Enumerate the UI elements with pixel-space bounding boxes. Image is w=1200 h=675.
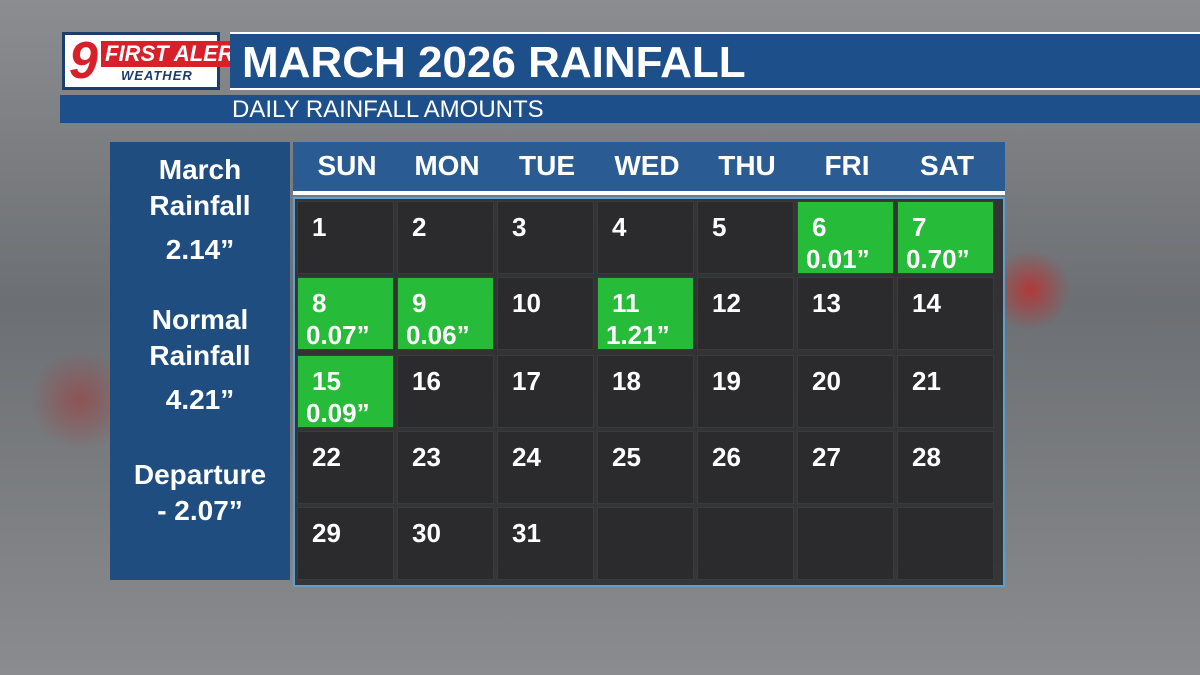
stat-label: Departure <box>133 459 267 490</box>
day-cell <box>597 507 694 580</box>
rain-day-cell: 7 0.70” <box>897 201 994 274</box>
day-cell: 1 <box>297 201 394 274</box>
stat-value: 4.21” <box>165 384 235 415</box>
day-number: 4 <box>612 212 627 242</box>
rain-amount: 0.06” <box>406 320 470 350</box>
rain-amount: 0.01” <box>806 244 870 274</box>
logo-number: 9 <box>69 32 98 90</box>
title: MARCH 2026 RAINFALL <box>242 38 746 87</box>
stat-label: Normal Rainfall <box>149 304 251 371</box>
day-cell: 18 <box>597 355 694 428</box>
day-number: 19 <box>712 366 741 396</box>
logo-brand: FIRST ALERT <box>101 41 251 67</box>
day-cell: 3 <box>497 201 594 274</box>
day-number: 25 <box>612 442 641 472</box>
weekday: FRI <box>824 150 870 181</box>
stat-value: - 2.07” <box>157 495 243 526</box>
day-cell: 23 <box>397 431 494 504</box>
rain-day-cell: 8 0.07” <box>297 277 394 350</box>
logo-sub: WEATHER <box>121 68 193 83</box>
weekday: WED <box>614 150 680 181</box>
rain-day-cell: 6 0.01” <box>797 201 894 274</box>
day-cell: 26 <box>697 431 794 504</box>
day-number: 7 <box>912 212 927 242</box>
weekday: SAT <box>920 150 974 181</box>
day-cell: 22 <box>297 431 394 504</box>
day-cell: 2 <box>397 201 494 274</box>
day-cell: 30 <box>397 507 494 580</box>
day-number: 27 <box>812 442 841 472</box>
day-number: 22 <box>312 442 341 472</box>
stat-value: 2.14” <box>165 234 235 265</box>
weekday-header: SUN MON TUE WED THU FRI SAT <box>293 142 1005 195</box>
day-cell: 25 <box>597 431 694 504</box>
stat-label: March Rainfall <box>149 154 251 221</box>
calendar-grid: 1 2 3 4 5 6 0.01” 7 0.70” 8 0.07” 9 0.06” 10 11 1.21” 12… <box>293 197 1005 587</box>
weekday: SUN <box>317 150 377 181</box>
day-number: 9 <box>412 288 427 318</box>
day-cell: 14 <box>897 277 994 350</box>
day-number: 18 <box>612 366 641 396</box>
subtitle: DAILY RAINFALL AMOUNTS <box>232 96 544 123</box>
day-number: 13 <box>812 288 841 318</box>
day-number: 15 <box>312 366 341 396</box>
day-number: 28 <box>912 442 941 472</box>
weekday: THU <box>718 150 776 181</box>
day-cell: 20 <box>797 355 894 428</box>
day-number: 10 <box>512 288 541 318</box>
day-number: 23 <box>412 442 441 472</box>
subtitle-bar: DAILY RAINFALL AMOUNTS <box>60 95 1200 123</box>
day-cell: 24 <box>497 431 594 504</box>
logo: 9 FIRST ALERT WEATHER <box>62 32 251 90</box>
day-cell: 4 <box>597 201 694 274</box>
title-bar: MARCH 2026 RAINFALL <box>230 32 1200 90</box>
day-cell: 17 <box>497 355 594 428</box>
day-cell: 29 <box>297 507 394 580</box>
day-number: 26 <box>712 442 741 472</box>
day-number: 16 <box>412 366 441 396</box>
day-number: 31 <box>512 518 541 548</box>
rain-day-cell: 11 1.21” <box>597 277 694 350</box>
day-number: 8 <box>312 288 327 318</box>
day-number: 14 <box>912 288 941 318</box>
day-cell <box>897 507 994 580</box>
day-cell: 31 <box>497 507 594 580</box>
day-cell: 27 <box>797 431 894 504</box>
day-cell <box>797 507 894 580</box>
weekday: MON <box>414 150 480 181</box>
day-number: 21 <box>912 366 941 396</box>
rain-day-cell: 9 0.06” <box>397 277 494 350</box>
day-cell: 21 <box>897 355 994 428</box>
day-number: 12 <box>712 288 741 318</box>
rain-amount: 0.07” <box>306 320 370 350</box>
sidebar: March Rainfall 2.14” Normal Rainfall 4.21” D… <box>110 142 290 580</box>
day-number: 6 <box>812 212 827 242</box>
day-cell: 12 <box>697 277 794 350</box>
day-number: 2 <box>412 212 427 242</box>
day-number: 17 <box>512 366 541 396</box>
day-cell: 5 <box>697 201 794 274</box>
day-number: 1 <box>312 212 327 242</box>
day-cell: 28 <box>897 431 994 504</box>
day-number: 11 <box>612 288 640 318</box>
day-cell: 13 <box>797 277 894 350</box>
day-number: 5 <box>712 212 727 242</box>
day-number: 24 <box>512 442 541 472</box>
day-cell: 16 <box>397 355 494 428</box>
day-number: 20 <box>812 366 841 396</box>
day-number: 3 <box>512 212 527 242</box>
rain-amount: 0.09” <box>306 398 370 428</box>
day-number: 30 <box>412 518 441 548</box>
weekday: TUE <box>519 150 575 181</box>
day-cell <box>697 507 794 580</box>
day-number: 29 <box>312 518 341 548</box>
day-cell: 10 <box>497 277 594 350</box>
rain-amount: 0.70” <box>906 244 970 274</box>
day-cell: 19 <box>697 355 794 428</box>
rain-amount: 1.21” <box>606 320 670 350</box>
rain-day-cell: 15 0.09” <box>297 355 394 428</box>
